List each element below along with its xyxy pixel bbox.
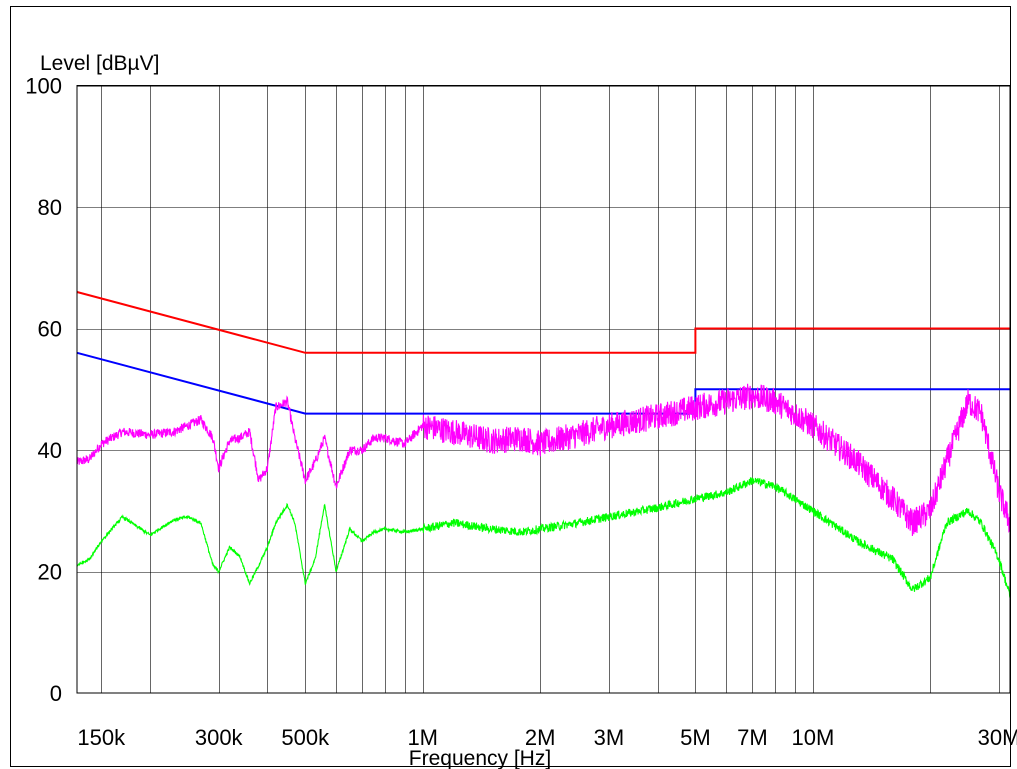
outer-frame [10,6,1011,767]
x-tick-label: 2M [525,725,556,750]
y-tick-label: 0 [50,681,62,706]
y-tick-label: 40 [38,438,62,463]
series-group [76,291,1011,599]
x-axis-ticks: 150k 300k 500k 1M 2M 3M 5M 7M 10M 30M [77,725,1017,750]
y-tick-label: 100 [25,74,62,99]
plot-frame [76,85,1011,694]
x-tick-label: 7M [737,725,768,750]
limit-line-red [76,291,1010,354]
y-axis-label: Level [dBµV] [40,52,160,75]
peak-trace [76,383,1011,537]
x-tick-label: 1M [407,725,438,750]
x-tick-label: 10M [792,725,835,750]
y-axis-ticks: 0 20 40 60 80 100 [25,74,62,707]
x-tick-label: 300k [195,725,244,750]
y-tick-label: 60 [38,317,62,342]
x-tick-label: 3M [594,725,625,750]
x-tick-label: 5M [680,725,711,750]
y-tick-label: 20 [38,560,62,585]
x-tick-label: 30M [978,725,1017,750]
x-tick-label: 500k [281,725,330,750]
x-axis-label: Frequency [Hz] [409,747,551,769]
y-tick-label: 80 [38,195,62,220]
x-tick-label: 150k [77,725,126,750]
average-trace [76,477,1011,599]
